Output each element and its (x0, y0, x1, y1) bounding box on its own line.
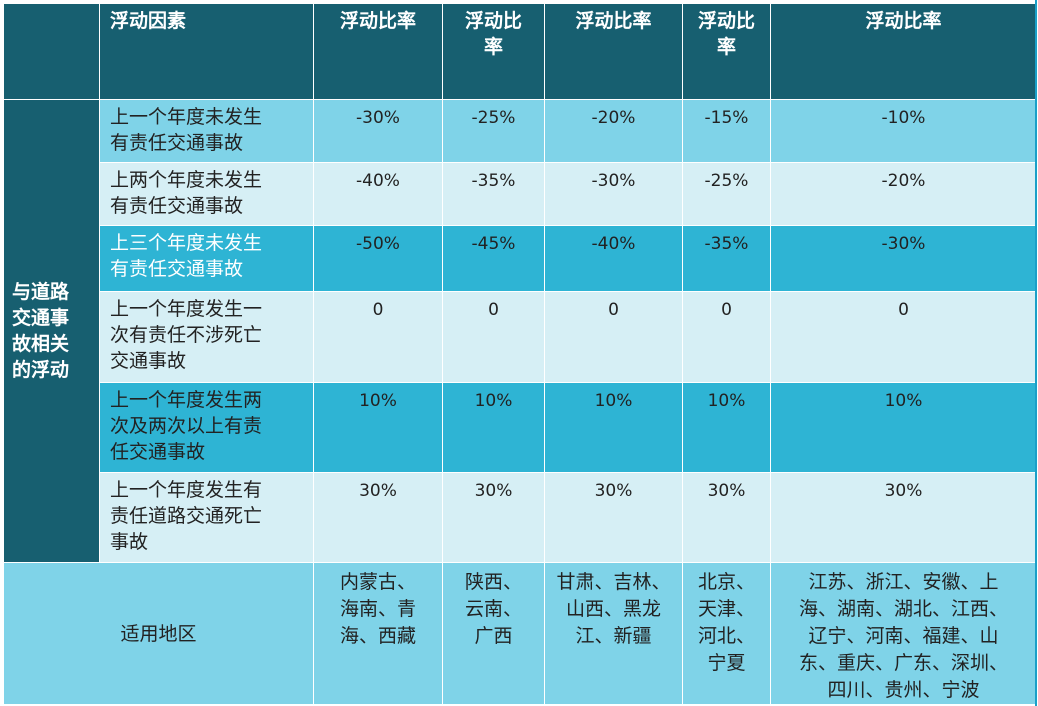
rate-cell: -50% (313, 225, 443, 292)
factor-text: 上一个年度发生一 次有责任不涉死亡 交通事故 (110, 298, 263, 372)
region-row: 适用地区 内蒙古、 海南、青 海、西藏 陕西、 云南、 广西 甘肃、吉林、 山西… (3, 562, 1037, 705)
header-factor: 浮动因素 (99, 3, 314, 100)
rate-cell: 0 (313, 291, 443, 383)
region-text: 北京、 天津、 河北、 宁夏 (697, 571, 755, 674)
rate-cell: -45% (442, 225, 545, 292)
rate-cell: 10% (770, 382, 1037, 473)
region-cell: 江苏、浙江、安徽、上 海、湖南、湖北、江西、 辽宁、河南、福建、山 东、重庆、广… (770, 562, 1037, 705)
header-row: 浮动因素 浮动比率 浮动比 率 浮动比率 浮动比 率 浮动比率 (3, 3, 1037, 100)
rate-cell: -40% (313, 162, 443, 226)
rate-cell: 10% (442, 382, 545, 473)
rate-cell: -30% (544, 162, 683, 226)
rate-cell: 10% (313, 382, 443, 473)
side-label: 与道路 交通事 故相关 的浮动 (12, 281, 70, 381)
header-rate-4-text: 浮动比 率 (697, 10, 755, 58)
rate-cell: -35% (682, 225, 771, 292)
region-cell: 内蒙古、 海南、青 海、西藏 (313, 562, 443, 705)
region-text: 甘肃、吉林、 山西、黑龙 江、新疆 (556, 571, 671, 647)
rate-cell: 10% (544, 382, 683, 473)
rate-cell: 30% (544, 472, 683, 563)
rate-cell: -30% (770, 225, 1037, 292)
rate-cell: -30% (313, 99, 443, 163)
header-rate-4: 浮动比 率 (682, 3, 771, 100)
header-rate-5-text: 浮动比率 (865, 10, 942, 32)
table-container: 浮动因素 浮动比率 浮动比 率 浮动比率 浮动比 率 浮动比率 与道路 交通事 … (3, 3, 1037, 705)
table-row: 与道路 交通事 故相关 的浮动 上一个年度未发生 有责任交通事故 -30% -2… (3, 99, 1037, 563)
rate-cell: 0 (544, 291, 683, 383)
factor-text: 上一个年度未发生 有责任交通事故 (110, 106, 263, 154)
side-label-cell: 与道路 交通事 故相关 的浮动 (3, 99, 100, 563)
region-text: 江苏、浙江、安徽、上 海、湖南、湖北、江西、 辽宁、河南、福建、山 东、重庆、广… (798, 571, 1008, 701)
rate-cell: 0 (442, 291, 545, 383)
table-row: 上三个年度未发生 有责任交通事故 -50% -45% -40% -35% -30… (4, 225, 1037, 292)
factor-cell: 上一个年度发生有 责任道路交通死亡 事故 (99, 472, 314, 563)
table-row: 上一个年度发生一 次有责任不涉死亡 交通事故 0 0 0 0 0 (4, 291, 1037, 383)
factor-cell: 上一个年度未发生 有责任交通事故 (99, 99, 314, 163)
rate-cell: 10% (682, 382, 771, 473)
region-cell: 陕西、 云南、 广西 (442, 562, 545, 705)
region-text: 陕西、 云南、 广西 (464, 571, 522, 647)
rate-cell: -20% (544, 99, 683, 163)
premium-float-table: 浮动因素 浮动比率 浮动比 率 浮动比率 浮动比 率 浮动比率 与道路 交通事 … (3, 3, 1037, 705)
factor-cell: 上一个年度发生两 次及两次以上有责 任交通事故 (99, 382, 314, 473)
header-rate-5: 浮动比率 (770, 3, 1037, 100)
rate-cell: -10% (770, 99, 1037, 163)
table-row: 上两个年度未发生 有责任交通事故 -40% -35% -30% -25% -20… (4, 162, 1037, 226)
header-rate-1: 浮动比率 (313, 3, 443, 100)
rate-cell: 0 (682, 291, 771, 383)
rate-cell: -35% (442, 162, 545, 226)
factor-cell: 上两个年度未发生 有责任交通事故 (99, 162, 314, 226)
rate-cell: 30% (442, 472, 545, 563)
header-rate-2: 浮动比 率 (442, 3, 545, 100)
rate-cell: -25% (442, 99, 545, 163)
table-row: 上一个年度发生两 次及两次以上有责 任交通事故 10% 10% 10% 10% … (4, 382, 1037, 473)
rate-cell: -20% (770, 162, 1037, 226)
factor-text: 上一个年度发生两 次及两次以上有责 任交通事故 (110, 389, 263, 463)
rate-cell: -25% (682, 162, 771, 226)
region-cell: 北京、 天津、 河北、 宁夏 (682, 562, 771, 705)
factor-cell: 上三个年度未发生 有责任交通事故 (99, 225, 314, 292)
rate-cell: 30% (682, 472, 771, 563)
rate-cell: 30% (770, 472, 1037, 563)
header-rate-1-text: 浮动比率 (339, 10, 416, 32)
region-cell: 甘肃、吉林、 山西、黑龙 江、新疆 (544, 562, 683, 705)
table-row: 上一个年度发生有 责任道路交通死亡 事故 30% 30% 30% 30% 30% (4, 472, 1037, 563)
region-text: 内蒙古、 海南、青 海、西藏 (339, 571, 416, 647)
factor-text: 上一个年度发生有 责任道路交通死亡 事故 (110, 479, 263, 553)
rate-cell: 30% (313, 472, 443, 563)
factor-text: 上两个年度未发生 有责任交通事故 (110, 169, 263, 217)
header-rate-3: 浮动比率 (544, 3, 683, 100)
rate-cell: -15% (682, 99, 771, 163)
rate-cell: 0 (770, 291, 1037, 383)
factor-cell: 上一个年度发生一 次有责任不涉死亡 交通事故 (99, 291, 314, 383)
header-rate-3-text: 浮动比率 (575, 10, 652, 32)
region-label: 适用地区 (3, 562, 314, 705)
factor-text: 上三个年度未发生 有责任交通事故 (110, 232, 263, 280)
header-corner (3, 3, 100, 100)
header-rate-2-text: 浮动比 率 (464, 10, 522, 58)
rate-cell: -40% (544, 225, 683, 292)
